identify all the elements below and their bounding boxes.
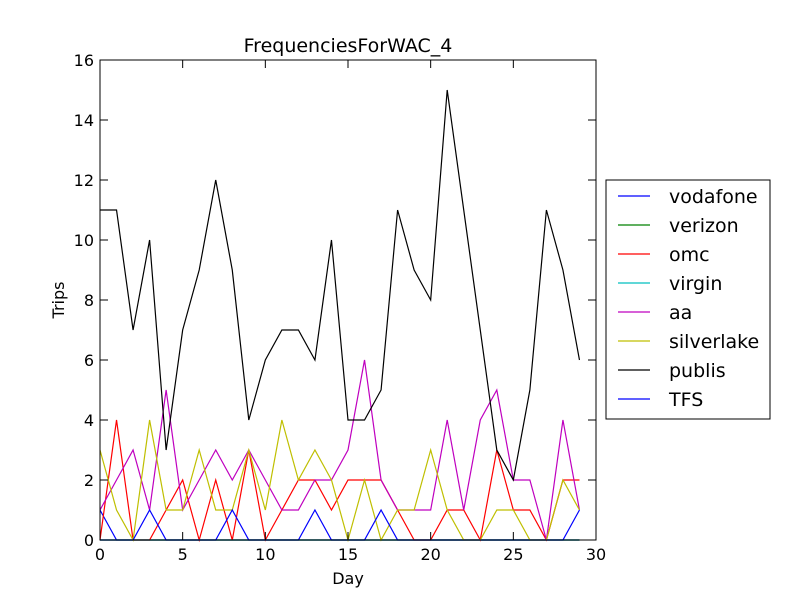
y-tick-label: 0	[84, 531, 94, 550]
legend-label-publis: publis	[669, 360, 726, 382]
x-tick-label: 30	[586, 545, 606, 564]
x-axis: 0 5 10 15 20 25 30	[95, 60, 606, 564]
y-tick-label: 10	[74, 231, 94, 250]
x-tick-label: 15	[338, 545, 358, 564]
series-line-silverlake	[99, 419, 580, 543]
y-tick-label: 16	[74, 51, 94, 70]
legend-box	[605, 179, 771, 420]
legend-label-aa: aa	[669, 302, 692, 324]
legend: vodafone verizon omc virgin aa silverlake publ…	[605, 179, 771, 420]
x-tick-label: 0	[95, 545, 105, 564]
series-line-aa	[99, 359, 581, 541]
y-axis: 0 2 4 6 8 10 12 14 16	[74, 51, 596, 550]
y-tick-label: 12	[74, 171, 94, 190]
x-tick-label: 25	[503, 545, 523, 564]
y-axis-label: Trips	[49, 282, 68, 320]
y-tick-label: 4	[84, 411, 94, 430]
legend-label-vodafone: vodafone	[669, 186, 758, 208]
legend-label-omc: omc	[669, 244, 710, 266]
plot-area	[100, 60, 596, 540]
y-tick-label: 2	[84, 471, 94, 490]
legend-label-verizon: verizon	[669, 215, 739, 237]
chart-title: FrequenciesForWAC_4	[244, 35, 453, 57]
legend-label-silverlake: silverlake	[669, 331, 759, 353]
x-tick-label: 5	[178, 545, 188, 564]
y-tick-label: 6	[84, 351, 94, 370]
legend-label-tfs: TFS	[668, 389, 703, 411]
y-tick-label: 8	[84, 291, 94, 310]
x-tick-label: 10	[255, 545, 275, 564]
legend-label-virgin: virgin	[669, 273, 722, 295]
x-tick-label: 20	[420, 545, 440, 564]
x-axis-label: Day	[332, 569, 364, 588]
y-tick-label: 14	[74, 111, 94, 130]
series-line-publis	[100, 89, 581, 482]
series-line-omc	[99, 419, 580, 543]
